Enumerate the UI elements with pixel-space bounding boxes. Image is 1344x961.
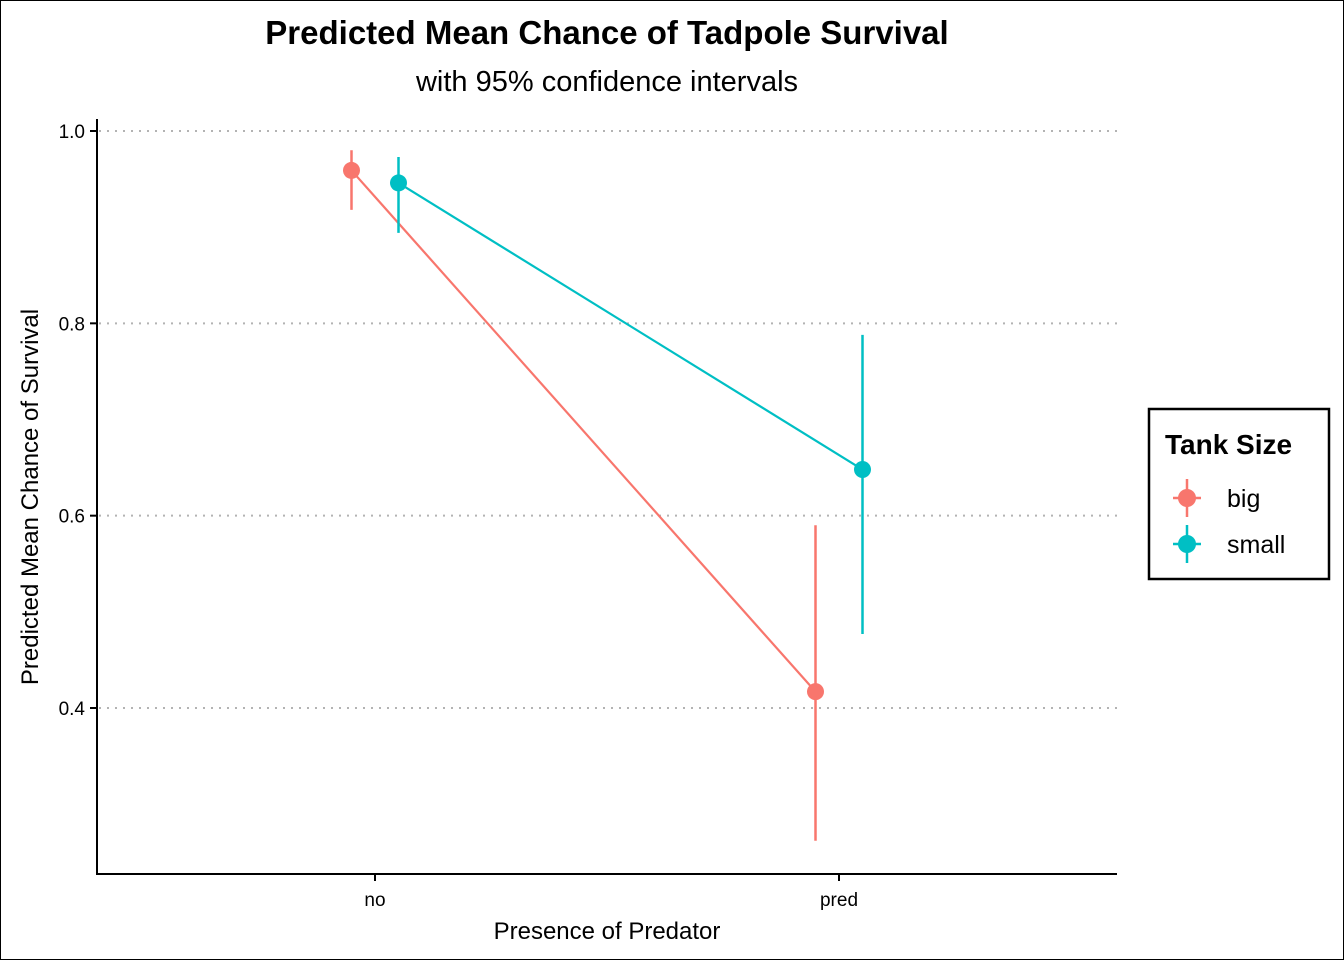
series-line [350,169,817,693]
chart-subtitle: with 95% confidence intervals [415,66,798,98]
legend-title: Tank Size [1165,429,1292,460]
legend-items: big small [1173,479,1285,563]
y-tick-label: 0.4 [59,699,86,720]
y-axis-ticks: 0.4 0.6 0.8 1.0 [59,122,97,720]
x-axis-title: Presence of Predator [494,918,721,945]
legend-item-small: small [1173,525,1285,563]
series-line [397,181,864,471]
legend-key-point [1178,489,1196,507]
data-point [343,161,360,179]
x-axis-ticks: no pred [364,874,858,911]
x-tick-label: pred [820,890,858,911]
legend: Tank Size big small [1147,407,1331,581]
y-axis-title: Predicted Mean Chance of Survival [17,309,44,685]
data-point [807,683,824,701]
y-tick-label: 1.0 [59,122,85,143]
series-small [390,156,871,634]
chart-title: Predicted Mean Chance of Tadpole Surviva… [265,14,948,51]
x-tick-label: no [364,890,385,911]
legend-key-point [1178,535,1196,553]
gridlines [99,130,1117,709]
y-tick-label: 0.6 [59,507,85,528]
y-tick-label: 0.8 [59,314,85,335]
legend-label: big [1227,485,1260,513]
data-point [390,174,407,192]
series-big [343,150,824,841]
data-series [343,150,871,841]
legend-label: small [1227,531,1285,559]
data-point [854,461,871,479]
legend-item-big: big [1173,479,1260,517]
